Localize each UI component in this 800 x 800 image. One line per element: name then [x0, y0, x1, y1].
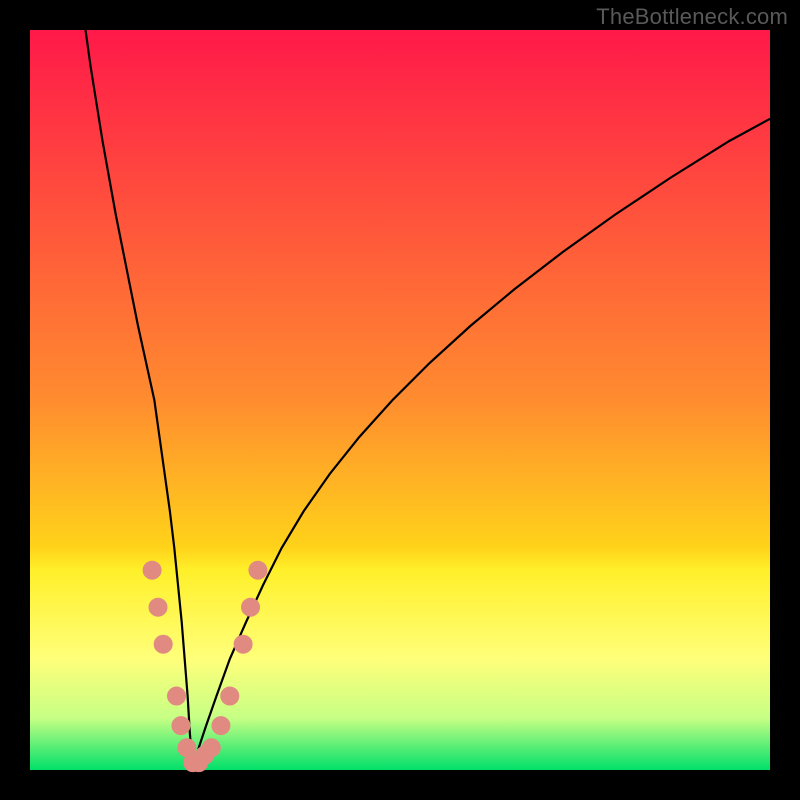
chart-overlay	[30, 30, 770, 770]
sample-markers	[143, 561, 267, 771]
sample-marker	[242, 598, 260, 616]
chart-frame: TheBottleneck.com	[0, 0, 800, 800]
bottleneck-curve-left	[86, 30, 193, 770]
sample-marker	[154, 635, 172, 653]
sample-marker	[249, 561, 267, 579]
sample-marker	[234, 635, 252, 653]
sample-marker	[143, 561, 161, 579]
sample-marker	[168, 687, 186, 705]
sample-marker	[149, 598, 167, 616]
watermark-text: TheBottleneck.com	[596, 4, 788, 30]
sample-marker	[212, 717, 230, 735]
bottleneck-curve-right	[193, 119, 770, 770]
plot-gradient-area	[30, 30, 770, 770]
sample-marker	[172, 717, 190, 735]
sample-marker	[202, 739, 220, 757]
sample-marker	[221, 687, 239, 705]
